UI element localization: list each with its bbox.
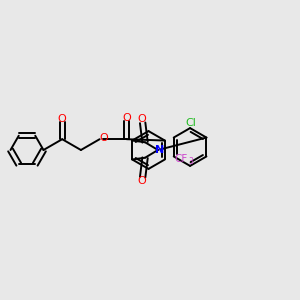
Text: 3: 3 xyxy=(188,157,193,166)
Text: O: O xyxy=(137,114,146,124)
Text: O: O xyxy=(58,114,67,124)
Text: O: O xyxy=(137,176,146,186)
Text: CF: CF xyxy=(175,154,188,164)
Text: O: O xyxy=(123,113,132,123)
Text: N: N xyxy=(155,145,164,155)
Text: Cl: Cl xyxy=(185,118,196,128)
Text: O: O xyxy=(99,133,108,143)
